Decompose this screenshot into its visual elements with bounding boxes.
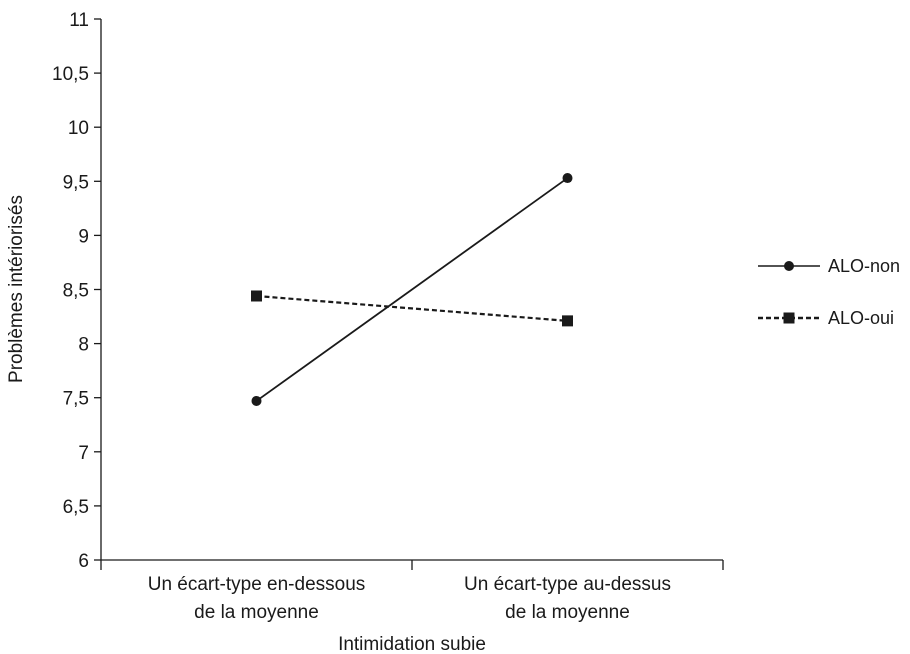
- y-tick-label: 9: [78, 226, 89, 247]
- x-axis-title: Intimidation subie: [338, 634, 486, 654]
- data-point: [562, 315, 573, 327]
- legend-label: ALO-non: [828, 256, 900, 276]
- y-tick-label: 10,5: [52, 64, 89, 85]
- series-line: [255, 177, 569, 402]
- x-categories: Un écart-type en-dessous de la moyenne Un …: [100, 560, 724, 623]
- y-ticks: 6 6,5 7 7,5 8 8,5 9 9,5 10 10,5 11: [52, 10, 101, 572]
- y-tick-label: 8: [78, 335, 89, 356]
- data-point: [562, 173, 573, 184]
- legend: ALO-non ALO-oui: [758, 256, 900, 328]
- x-category-label: Un écart-type au-dessus de la moyenne: [464, 574, 671, 623]
- y-axis-title: Problèmes intériorisés: [6, 195, 27, 383]
- legend-item: ALO-oui: [758, 308, 894, 328]
- legend-marker: [783, 312, 795, 324]
- y-tick-label: 10: [68, 118, 89, 139]
- y-tick-label: 8,5: [63, 281, 89, 302]
- series-ALO-oui: [251, 290, 573, 327]
- y-tick-label: 6: [78, 551, 89, 572]
- series-layer: [251, 173, 573, 406]
- legend-label: ALO-oui: [828, 308, 894, 328]
- series-ALO-non: [251, 173, 573, 406]
- y-tick-label: 7,5: [63, 389, 89, 410]
- series-line: [256, 294, 568, 322]
- data-point: [251, 395, 262, 406]
- legend-marker: [784, 261, 794, 271]
- x-category-label: Un écart-type en-dessous de la moyenne: [148, 574, 366, 623]
- y-tick-label: 7: [78, 443, 89, 464]
- y-tick-label: 11: [69, 10, 89, 31]
- data-point: [251, 290, 262, 302]
- legend-item: ALO-non: [758, 256, 900, 276]
- y-tick-label: 9,5: [63, 172, 89, 193]
- y-tick-label: 6,5: [63, 497, 89, 518]
